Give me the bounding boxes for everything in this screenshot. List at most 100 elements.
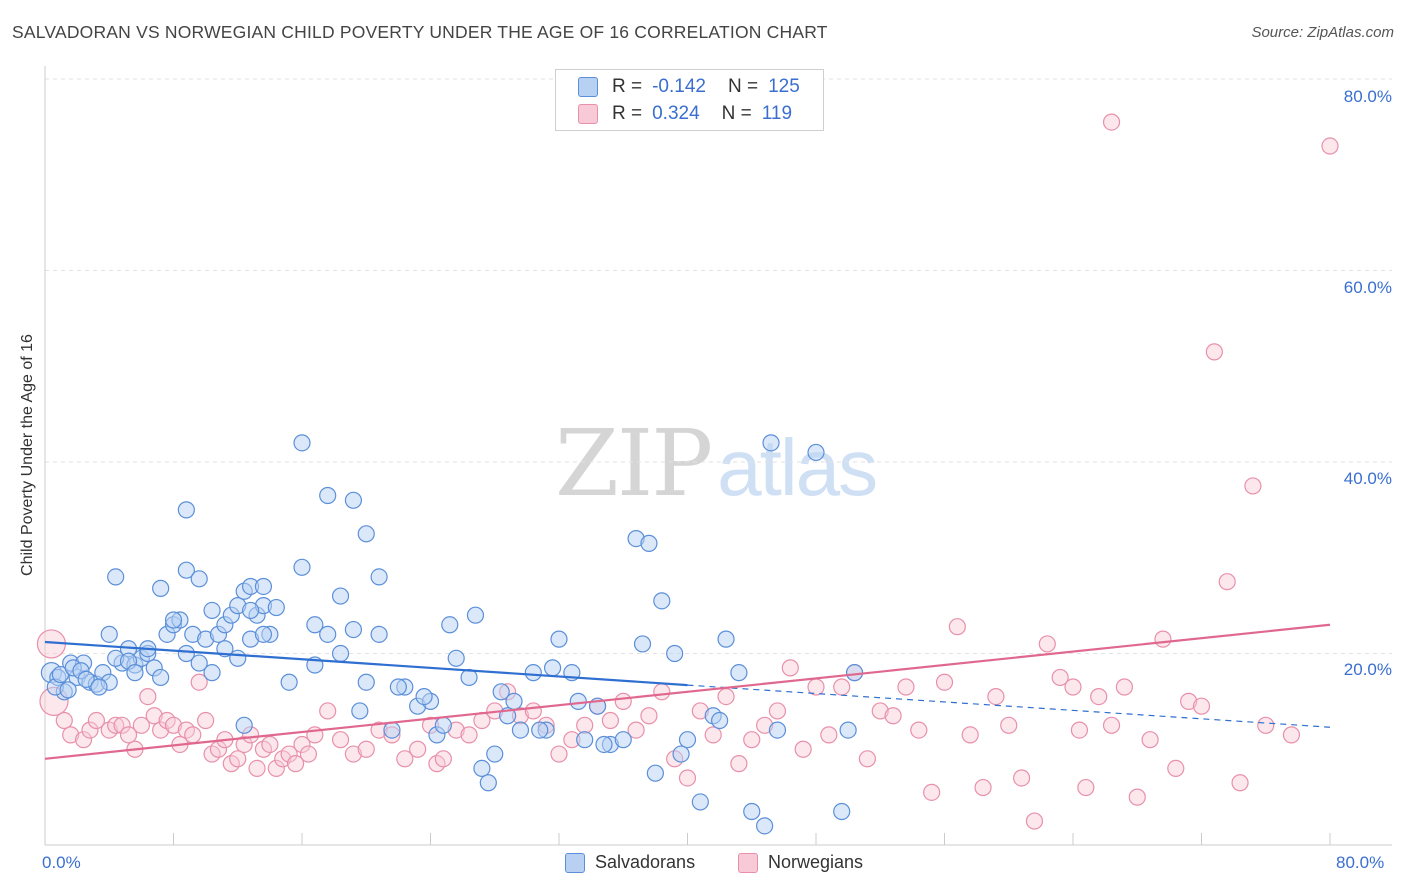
salvadoran-point — [543, 659, 562, 677]
stats-row-norwegians: R = 0.324 N = 119 — [578, 102, 792, 126]
trend-line-norwegians — [44, 623, 1331, 760]
salvadoran-point — [743, 802, 761, 821]
norwegian-point — [730, 755, 748, 773]
salvadoran-point — [505, 692, 523, 710]
legend-item-salvadorans[interactable]: Salvadorans — [565, 852, 695, 873]
legend-item-norwegians[interactable]: Norwegians — [738, 852, 863, 873]
swatch-blue — [565, 852, 585, 873]
salvadoran-point — [576, 731, 594, 749]
norwegian-point — [833, 678, 851, 696]
salvadoran-point — [177, 644, 195, 663]
norwegian-point — [62, 726, 80, 744]
salvadoran-point — [306, 616, 324, 634]
series-legend: Salvadorans Norwegians — [0, 852, 1406, 878]
salvadoran-point — [511, 721, 530, 739]
salvadoran-point — [447, 649, 465, 667]
norwegian-point — [248, 759, 266, 778]
norwegian-point — [1025, 812, 1044, 830]
watermark: ZIPatlas — [555, 410, 878, 517]
norwegian-point — [1128, 788, 1146, 806]
salvadoran-point — [492, 683, 510, 701]
watermark-zip: ZIP — [555, 410, 713, 517]
y-tick-label-60: 60.0% — [1343, 278, 1392, 297]
salvadoran-point — [344, 620, 362, 639]
n-value: 125 — [768, 76, 800, 97]
norwegian-point — [1218, 573, 1236, 591]
norwegian-point — [1231, 774, 1249, 792]
norwegian-point — [1064, 678, 1082, 696]
swatch-pink — [738, 852, 758, 873]
grid-lines — [45, 78, 1392, 654]
salvadoran-point — [242, 601, 260, 620]
salvadoran-point — [845, 664, 864, 682]
n-label: N = — [727, 76, 759, 97]
norwegian-point — [164, 716, 183, 734]
norwegian-point — [113, 716, 131, 734]
salvadoran-point — [293, 558, 311, 576]
swatch-pink — [578, 104, 598, 124]
salvadoran-point — [730, 664, 748, 682]
norwegian-point — [923, 783, 941, 801]
norwegian-point — [614, 692, 632, 710]
y-tick-label-80: 80.0% — [1343, 87, 1392, 106]
salvadoran-point — [100, 625, 118, 643]
norwegian-point — [145, 707, 163, 725]
salvadoran-point — [177, 501, 195, 519]
salvadoran-point — [672, 745, 690, 763]
salvadoran-point — [344, 491, 362, 509]
norwegian-point — [550, 745, 568, 763]
salvadoran-point — [254, 625, 273, 643]
norwegian-point — [974, 778, 992, 797]
norwegian-point — [87, 711, 106, 730]
norwegian-point — [897, 678, 915, 696]
salvadoran-point — [711, 711, 729, 730]
norwegian-point — [961, 726, 979, 744]
salvadoran-point — [267, 598, 285, 617]
norwegian-point — [820, 726, 838, 744]
norwegian-point — [524, 702, 542, 720]
salvadoran-point — [833, 802, 851, 821]
salvadoran-point — [190, 570, 208, 588]
r-value: -0.142 — [652, 76, 706, 97]
salvadoran-point — [762, 434, 780, 452]
norwegian-point — [331, 731, 350, 749]
salvadoran-point — [678, 731, 697, 749]
salvadoran-point — [640, 534, 658, 552]
norwegian-point — [1282, 726, 1301, 744]
norwegian-point — [1012, 769, 1031, 787]
watermark-atlas: atlas — [717, 423, 878, 512]
norwegian-point — [743, 731, 761, 749]
norwegian-point — [627, 721, 645, 739]
salvadoran-point — [646, 764, 664, 782]
norwegian-point — [640, 707, 658, 725]
salvadoran-point — [319, 625, 337, 643]
norwegian-point — [357, 740, 375, 758]
salvadoran-point — [177, 561, 195, 579]
norwegian-point — [768, 702, 787, 720]
series-norwegians — [36, 113, 1339, 830]
norwegian-point — [948, 618, 966, 636]
norwegian-point — [1077, 778, 1095, 797]
salvadoran-point — [280, 673, 298, 691]
salvadoran-point — [152, 668, 170, 687]
salvadoran-point — [351, 702, 369, 720]
norwegian-point — [139, 687, 157, 706]
norwegian-point — [1141, 731, 1159, 749]
norwegian-point — [1244, 477, 1262, 495]
norwegian-point — [261, 735, 279, 754]
r-label: R = — [612, 103, 643, 124]
salvadoran-point — [319, 486, 337, 505]
norwegian-point — [1115, 678, 1134, 696]
salvadoran-point — [59, 681, 77, 699]
salvadoran-point — [839, 721, 857, 739]
norwegian-point — [717, 687, 735, 706]
n-label: N = — [721, 103, 752, 124]
norwegian-point — [267, 759, 285, 778]
salvadoran-point — [357, 673, 375, 691]
x-tick-label-80: 80.0% — [1336, 853, 1385, 872]
norwegian-point — [344, 745, 362, 763]
salvadoran-point — [293, 434, 311, 452]
salvadoran-point — [473, 759, 491, 778]
chart-title: SALVADORAN VS NORWEGIAN CHILD POVERTY UN… — [12, 22, 828, 42]
salvadoran-point — [653, 592, 671, 610]
